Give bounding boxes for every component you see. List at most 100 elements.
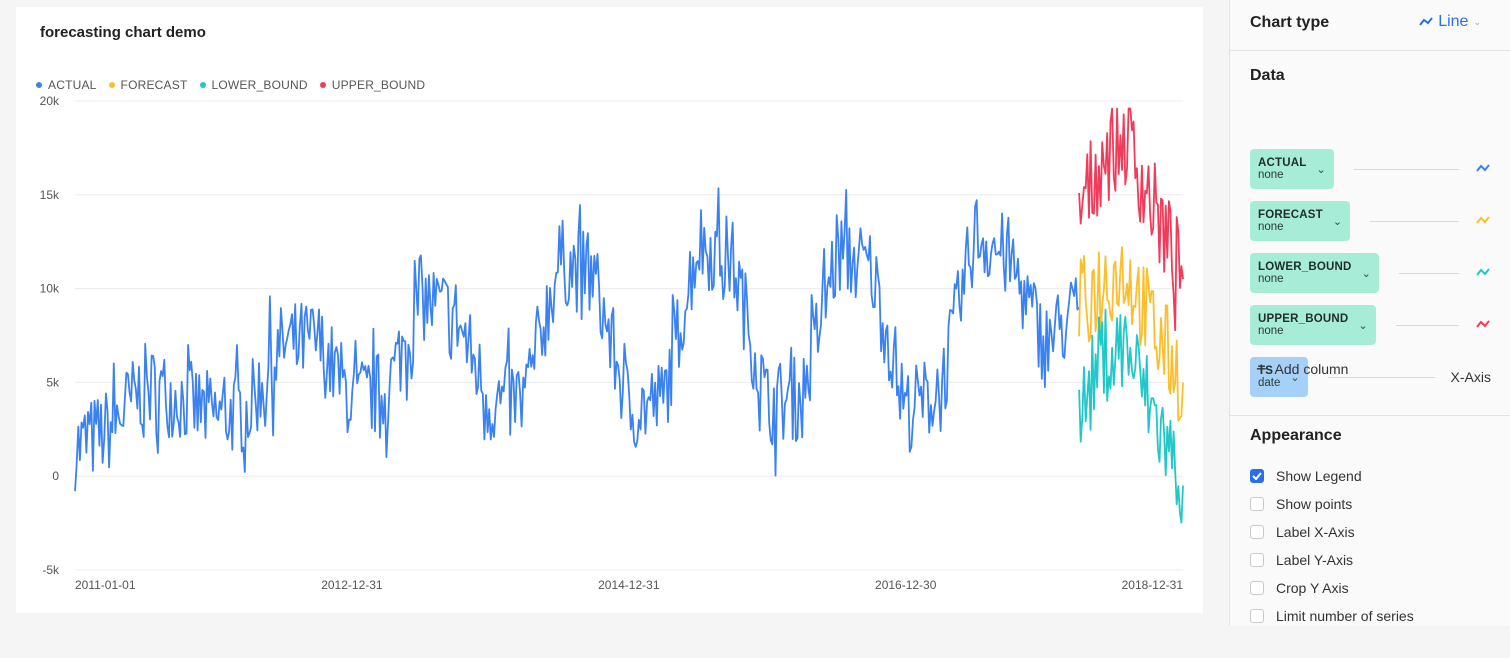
legend-label: LOWER_BOUND: [211, 78, 308, 92]
x-tick-label: 2012-12-31: [321, 578, 383, 592]
chevron-down-icon: ⌄: [1473, 16, 1481, 27]
add-column-label: Add column: [1274, 361, 1349, 377]
column-name: FORECAST: [1258, 209, 1323, 221]
legend-dot-icon: [108, 82, 115, 88]
chart-type-value: Line: [1438, 13, 1469, 30]
column-aggregation: none: [1258, 273, 1284, 285]
x-tick-label: 2014-12-31: [598, 578, 660, 592]
column-name: ACTUAL: [1258, 157, 1307, 169]
legend-item[interactable]: ACTUAL: [36, 78, 97, 92]
checkmark-icon: [1252, 472, 1262, 480]
series-line-actual: [74, 187, 1080, 492]
column-name: LOWER_BOUND: [1258, 261, 1352, 273]
column-name: UPPER_BOUND: [1258, 313, 1349, 325]
chart-card: forecasting chart demo ACTUAL FORECAST LOW…: [16, 7, 1203, 613]
column-row: ACTUAL none ⌄: [1250, 149, 1491, 189]
appearance-option[interactable]: Show points: [1250, 496, 1352, 512]
line-chart: 20k 15k 10k 5k 0 -5k 2011-01-01 2012-12-31 2014-…: [40, 94, 1184, 592]
column-pill-text: UPPER_BOUND none: [1258, 313, 1348, 337]
row-divider: [1398, 272, 1459, 274]
column-pill-text: TS date: [1258, 365, 1280, 389]
column-pill[interactable]: FORECAST none ⌄: [1250, 201, 1351, 241]
appearance-option[interactable]: Limit number of series: [1250, 608, 1414, 624]
legend-dot-icon: [36, 82, 42, 88]
chart-type-section: Chart type Line ⌄: [1230, 0, 1510, 51]
legend-label: FORECAST: [120, 78, 188, 92]
checkbox[interactable]: [1250, 581, 1264, 595]
chevron-down-icon: ⌄: [1290, 371, 1300, 384]
column-row: UPPER_BOUND none ⌄: [1250, 305, 1491, 345]
chart-legend: ACTUAL FORECAST LOWER_BOUND UPPER_BOUND: [36, 78, 425, 92]
y-tick-label: 0: [52, 469, 59, 483]
column-pill-text: ACTUAL none: [1258, 157, 1306, 181]
column-pill[interactable]: LOWER_BOUND none ⌄: [1250, 253, 1379, 293]
chevron-down-icon: ⌄: [1358, 319, 1368, 332]
line-series-icon[interactable]: [1475, 267, 1491, 279]
appearance-option[interactable]: Show Legend: [1250, 468, 1362, 484]
checkbox-checked[interactable]: [1250, 469, 1264, 483]
column-row: FORECAST none ⌄: [1250, 201, 1491, 241]
plus-icon: +: [1256, 359, 1267, 379]
column-name: TS: [1258, 365, 1274, 377]
x-tick-label: 2011-01-01: [75, 578, 136, 592]
y-tick-label: 10k: [40, 282, 60, 296]
option-label: Label Y-Axis: [1276, 552, 1354, 568]
row-divider: [1327, 376, 1435, 378]
series-line-upper_bound: [1078, 107, 1184, 332]
data-section: Data ACTUAL none ⌄ FORECAST none ⌄ LOWER_BOUND…: [1230, 51, 1510, 416]
appearance-option[interactable]: Label X-Axis: [1250, 524, 1355, 540]
column-pill-text: LOWER_BOUND none: [1258, 261, 1352, 285]
checkbox[interactable]: [1250, 553, 1264, 567]
column-aggregation: none: [1258, 325, 1284, 337]
option-label: Label X-Axis: [1276, 524, 1355, 540]
legend-label: ACTUAL: [48, 78, 97, 92]
appearance-title: Appearance: [1250, 427, 1342, 444]
column-aggregation: date: [1258, 377, 1281, 389]
column-aggregation: none: [1258, 169, 1284, 181]
line-chart-icon: [1419, 17, 1433, 26]
option-label: Show Legend: [1276, 468, 1362, 484]
axis-assignment[interactable]: X-Axis: [1450, 369, 1491, 385]
legend-label: UPPER_BOUND: [331, 78, 426, 92]
checkbox[interactable]: [1250, 609, 1264, 623]
option-label: Crop Y Axis: [1276, 580, 1349, 596]
column-row: TS date ⌄ X-Axis: [1250, 357, 1491, 397]
line-series-icon[interactable]: [1475, 215, 1491, 227]
column-aggregation: none: [1258, 221, 1284, 233]
chart-type-label: Chart type: [1250, 14, 1330, 31]
x-tick-label: 2018-12-31: [1122, 578, 1184, 592]
column-pill-text: FORECAST none: [1258, 209, 1323, 233]
legend-item[interactable]: LOWER_BOUND: [199, 78, 308, 92]
y-tick-label: 20k: [40, 94, 60, 108]
line-series-icon[interactable]: [1475, 319, 1491, 331]
chart-title: forecasting chart demo: [40, 24, 206, 41]
x-tick-label: 2016-12-30: [875, 578, 937, 592]
series-line-lower_bound: [1078, 308, 1184, 524]
chevron-down-icon: ⌄: [1332, 215, 1343, 228]
column-pill[interactable]: TS date ⌄: [1250, 357, 1308, 397]
chevron-down-icon: ⌄: [1316, 163, 1326, 176]
legend-dot-icon: [319, 82, 326, 88]
column-row: LOWER_BOUND none ⌄: [1250, 253, 1491, 293]
option-label: Limit number of series: [1276, 608, 1414, 624]
legend-dot-icon: [199, 82, 206, 88]
y-tick-label: -5k: [42, 563, 60, 577]
checkbox[interactable]: [1250, 497, 1264, 511]
data-title: Data: [1250, 67, 1285, 84]
row-divider: [1370, 220, 1459, 222]
y-tick-label: 15k: [40, 188, 60, 202]
row-divider: [1395, 324, 1459, 326]
appearance-option[interactable]: Crop Y Axis: [1250, 580, 1349, 596]
add-column-button[interactable]: + Add column: [1256, 359, 1349, 379]
legend-item[interactable]: FORECAST: [108, 78, 188, 92]
line-series-icon[interactable]: [1475, 163, 1491, 175]
legend-item[interactable]: UPPER_BOUND: [319, 78, 426, 92]
column-pill[interactable]: UPPER_BOUND none ⌄: [1250, 305, 1376, 345]
appearance-option[interactable]: Label Y-Axis: [1250, 552, 1353, 568]
chevron-down-icon: ⌄: [1361, 267, 1371, 280]
column-pill[interactable]: ACTUAL none ⌄: [1250, 149, 1334, 189]
checkbox[interactable]: [1250, 525, 1264, 539]
chart-type-dropdown[interactable]: Line ⌄: [1419, 13, 1481, 31]
series-line-forecast: [1078, 246, 1184, 422]
y-tick-label: 5k: [46, 375, 60, 389]
